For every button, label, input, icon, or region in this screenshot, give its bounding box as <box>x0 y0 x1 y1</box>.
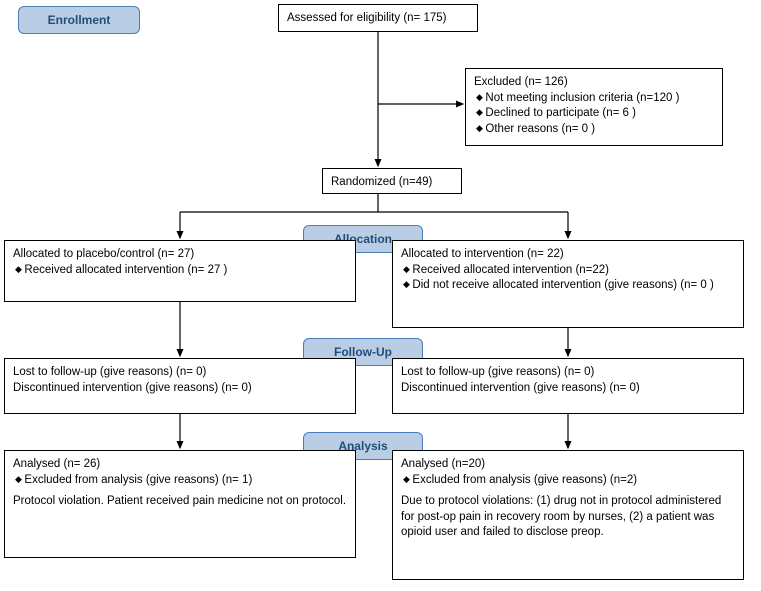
box-randomized: Randomized (n=49) <box>322 168 462 194</box>
box-an-right: Analysed (n=20) Excluded from analysis (… <box>392 450 744 580</box>
box-fu-right: Lost to follow-up (give reasons) (n= 0) … <box>392 358 744 414</box>
alloc-right-line3: Did not receive allocated intervention (… <box>401 278 735 294</box>
box-assessed: Assessed for eligibility (n= 175) <box>278 4 478 32</box>
assessed-text: Assessed for eligibility (n= 175) <box>287 12 446 24</box>
an-right-line3: Due to protocol violations: (1) drug not… <box>401 495 721 538</box>
alloc-left-line2: Received allocated intervention (n= 27 ) <box>13 263 347 279</box>
randomized-text: Randomized (n=49) <box>331 176 432 188</box>
alloc-left-line1: Allocated to placebo/control (n= 27) <box>13 248 194 260</box>
an-left-line2: Excluded from analysis (give reasons) (n… <box>13 473 347 489</box>
fu-right-line2: Discontinued intervention (give reasons)… <box>401 382 640 394</box>
stage-enrollment: Enrollment <box>18 6 140 34</box>
fu-left-line1: Lost to follow-up (give reasons) (n= 0) <box>13 366 206 378</box>
an-left-line3: Protocol violation. Patient received pai… <box>13 495 346 507</box>
an-left-line1: Analysed (n= 26) <box>13 458 100 470</box>
box-an-left: Analysed (n= 26) Excluded from analysis … <box>4 450 356 558</box>
box-alloc-left: Allocated to placebo/control (n= 27) Rec… <box>4 240 356 302</box>
box-fu-left: Lost to follow-up (give reasons) (n= 0) … <box>4 358 356 414</box>
fu-right-line1: Lost to follow-up (give reasons) (n= 0) <box>401 366 594 378</box>
an-right-line2: Excluded from analysis (give reasons) (n… <box>401 473 735 489</box>
box-alloc-right: Allocated to intervention (n= 22) Receiv… <box>392 240 744 328</box>
fu-left-line2: Discontinued intervention (give reasons)… <box>13 382 252 394</box>
alloc-right-line2: Received allocated intervention (n=22) <box>401 263 735 279</box>
alloc-right-line1: Allocated to intervention (n= 22) <box>401 248 564 260</box>
excluded-title: Excluded (n= 126) <box>474 76 568 88</box>
excluded-line3: Other reasons (n= 0 ) <box>474 122 714 138</box>
box-excluded: Excluded (n= 126) Not meeting inclusion … <box>465 68 723 146</box>
an-right-line1: Analysed (n=20) <box>401 458 485 470</box>
excluded-line1: Not meeting inclusion criteria (n=120 ) <box>474 91 714 107</box>
excluded-line2: Declined to participate (n= 6 ) <box>474 106 714 122</box>
